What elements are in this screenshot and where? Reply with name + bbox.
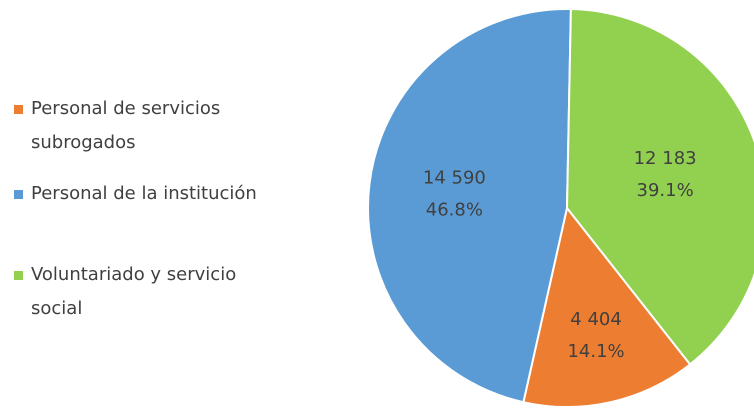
value-label: 14 590 [423, 167, 486, 188]
percent-label: 14.1% [567, 341, 624, 362]
legend-swatch [14, 190, 23, 199]
legend-label: Voluntariado y servicio social [31, 264, 237, 319]
legend-item: Personal de servicios subrogados [14, 92, 284, 160]
value-label: 4 404 [570, 309, 622, 330]
legend-label: Personal de la institución [31, 183, 257, 204]
pie-slice [522, 205, 692, 408]
legend-swatch [14, 105, 23, 114]
percent-label: 46.8% [426, 199, 483, 220]
percent-label: 39.1% [637, 180, 694, 201]
legend-item: Voluntariado y servicio social [14, 258, 284, 326]
legend-label: Personal de servicios subrogados [31, 98, 221, 153]
legend-item: Personal de la institución [14, 177, 284, 211]
pie-slice [367, 8, 572, 404]
legend-swatch [14, 271, 23, 280]
pie-slice [565, 8, 754, 366]
value-label: 12 183 [634, 148, 697, 169]
